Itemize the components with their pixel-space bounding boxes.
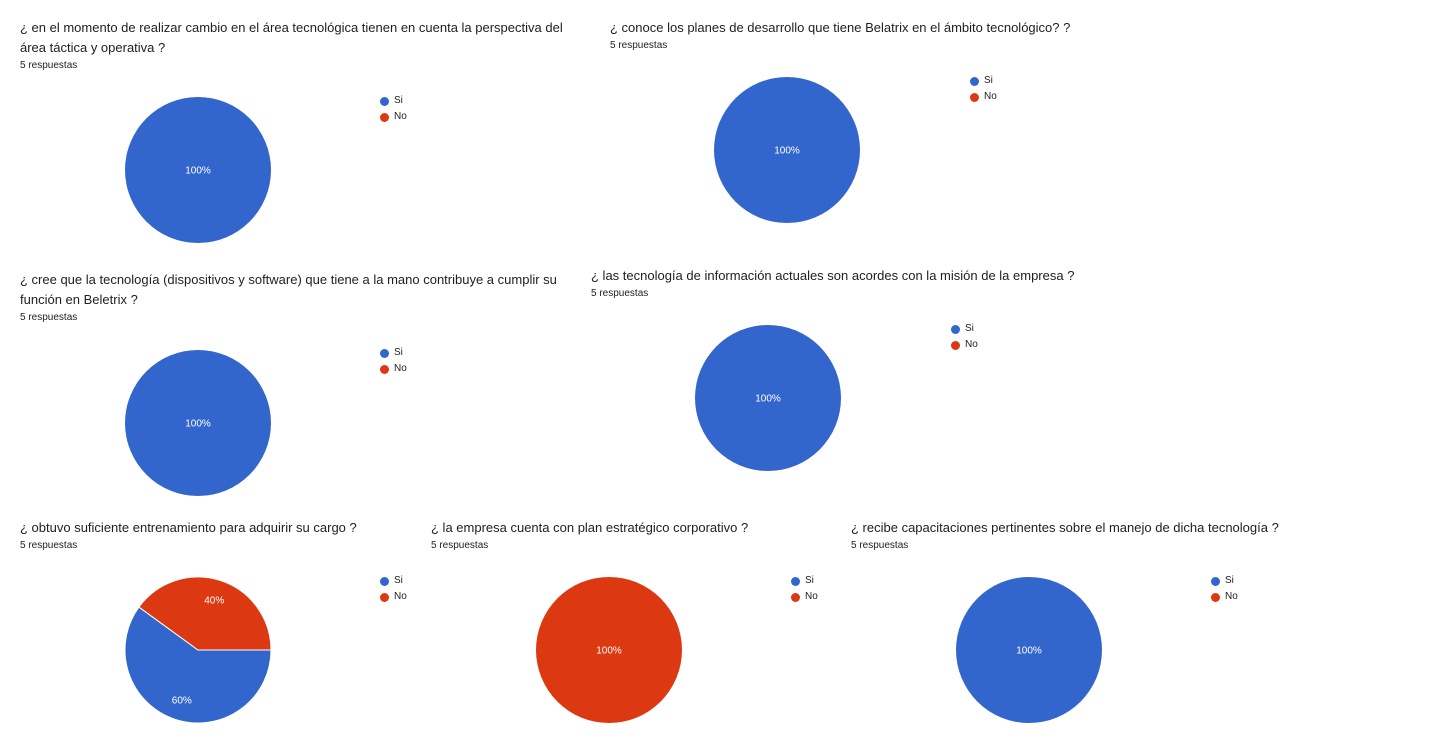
legend-item-si: Si (380, 345, 407, 361)
legend-swatch (970, 76, 979, 86)
legend-item-no: No (791, 589, 818, 605)
response-count: 5 respuestas (851, 540, 909, 551)
response-count: 5 respuestas (431, 540, 489, 551)
pie-slice-no (138, 576, 272, 651)
legend-label: No (805, 591, 818, 602)
legend: Si No (380, 93, 407, 125)
slice-label: 40% (204, 596, 224, 607)
legend-swatch (791, 592, 800, 602)
legend-label: No (984, 91, 997, 102)
response-count: 5 respuestas (20, 60, 78, 71)
chart-title: ¿ conoce los planes de desarrollo que ti… (610, 20, 1071, 35)
legend-item-no: No (951, 337, 978, 353)
legend: Si No (1211, 573, 1238, 605)
legend-label: No (394, 111, 407, 122)
legend-label: Si (394, 575, 403, 586)
legend: Si No (970, 73, 997, 105)
legend-swatch (791, 576, 800, 586)
legend: Si No (380, 345, 407, 377)
legend-item-si: Si (791, 573, 818, 589)
legend-item-si: Si (380, 573, 407, 589)
chart-panel-mision-empresa: ¿ las tecnología de información actuales… (571, 252, 1171, 502)
legend-label: No (965, 339, 978, 350)
chart-panel-plan-estrategico: ¿ la empresa cuenta con plan estratégico… (411, 504, 831, 754)
pie-chart: 60% 40% (124, 576, 272, 724)
response-count: 5 respuestas (20, 312, 78, 323)
legend-item-no: No (380, 361, 407, 377)
slice-label: 100% (755, 394, 781, 405)
legend-swatch (380, 364, 389, 374)
legend-swatch (380, 576, 389, 586)
legend-label: No (394, 591, 407, 602)
chart-title: ¿ cree que la tecnología (dispositivos y… (20, 272, 557, 307)
legend-label: Si (805, 575, 814, 586)
pie-slice-si (956, 577, 1102, 723)
pie-slice-si (695, 325, 841, 471)
chart-title: ¿ en el momento de realizar cambio en el… (20, 20, 563, 55)
pie-chart: 100% (125, 350, 271, 496)
legend-label: No (394, 363, 407, 374)
pie-slice-no (536, 577, 682, 723)
pie-slice-si (124, 606, 272, 724)
legend-item-no: No (380, 589, 407, 605)
legend-swatch (1211, 576, 1220, 586)
pie-chart: 100% (695, 325, 841, 471)
chart-title: ¿ recibe capacitaciones pertinentes sobr… (851, 520, 1279, 535)
legend-item-si: Si (970, 73, 997, 89)
pie-chart: 100% (536, 577, 682, 723)
legend-swatch (1211, 592, 1220, 602)
slice-label: 100% (1016, 646, 1042, 657)
response-count: 5 respuestas (20, 540, 78, 551)
chart-panel-tactica-operativa: ¿ en el momento de realizar cambio en el… (0, 0, 600, 250)
response-count: 5 respuestas (610, 40, 668, 51)
legend-label: Si (394, 95, 403, 106)
chart-title: ¿ las tecnología de información actuales… (591, 268, 1075, 283)
slice-label: 60% (172, 695, 192, 706)
legend-label: Si (984, 75, 993, 86)
pie-chart: 100% (956, 577, 1102, 723)
slice-label: 100% (185, 419, 211, 430)
legend-swatch (951, 324, 960, 334)
legend: Si No (791, 573, 818, 605)
pie-chart: 100% (125, 97, 271, 243)
legend-swatch (380, 348, 389, 358)
chart-panel-contribuye-funcion: ¿ cree que la tecnología (dispositivos y… (0, 252, 590, 502)
legend-swatch (380, 96, 389, 106)
legend-swatch (951, 340, 960, 350)
legend-label: No (1225, 591, 1238, 602)
chart-panel-entrenamiento: ¿ obtuvo suficiente entrenamiento para a… (0, 504, 420, 754)
legend-swatch (970, 92, 979, 102)
chart-panel-planes-desarrollo: ¿ conoce los planes de desarrollo que ti… (590, 0, 1190, 250)
chart-title: ¿ obtuvo suficiente entrenamiento para a… (20, 520, 357, 535)
legend-item-si: Si (380, 93, 407, 109)
legend-label: Si (394, 347, 403, 358)
pie-chart: 100% (714, 77, 860, 223)
legend-swatch (380, 592, 389, 602)
slice-label: 100% (596, 646, 622, 657)
chart-panel-capacitaciones: ¿ recibe capacitaciones pertinentes sobr… (831, 504, 1279, 754)
legend-item-si: Si (951, 321, 978, 337)
response-count: 5 respuestas (591, 288, 649, 299)
legend-item-no: No (1211, 589, 1238, 605)
pie-slice-si (714, 77, 860, 223)
legend-label: Si (1225, 575, 1234, 586)
slice-label: 100% (185, 166, 211, 177)
legend-item-no: No (380, 109, 407, 125)
legend: Si No (951, 321, 978, 353)
legend-swatch (380, 112, 389, 122)
chart-title: ¿ la empresa cuenta con plan estratégico… (431, 520, 749, 535)
legend-label: Si (965, 323, 974, 334)
pie-slice-si (125, 97, 271, 243)
legend-item-no: No (970, 89, 997, 105)
legend: Si No (380, 573, 407, 605)
slice-label: 100% (774, 146, 800, 157)
legend-item-si: Si (1211, 573, 1238, 589)
pie-slice-si (125, 350, 271, 496)
